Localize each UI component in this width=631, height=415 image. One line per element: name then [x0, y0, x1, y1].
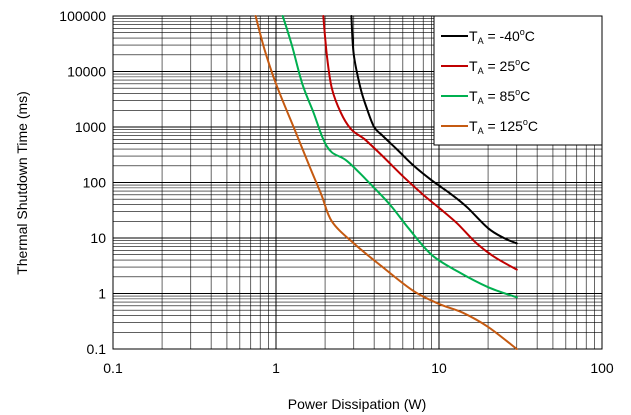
x-tick-label: 10 [431, 360, 447, 376]
series-line-1 [322, 15, 518, 271]
y-tick-label: 10 [90, 230, 106, 246]
series-layer [254, 15, 518, 350]
y-tick-label: 1000 [75, 119, 106, 135]
legend-label-1: TA = 25oC [469, 57, 530, 76]
y-axis-title: Thermal Shutdown Time (ms) [14, 91, 30, 275]
y-tick-label: 10000 [67, 64, 106, 80]
y-tick-label: 100 [83, 175, 107, 191]
legend: TA = -40oC TA = 25oC TA = 85oC TA = 125oC [433, 15, 603, 146]
x-tick-labels: 0.1 1 10 100 [103, 360, 614, 376]
x-tick-label: 1 [272, 360, 280, 376]
y-tick-labels: 0.1 1 10 100 1000 10000 100000 [59, 8, 106, 357]
y-tick-label: 100000 [59, 8, 106, 24]
x-axis-title: Power Dissipation (W) [288, 396, 426, 412]
legend-label-2: TA = 85oC [469, 87, 530, 106]
y-tick-label: 0.1 [87, 341, 107, 357]
x-tick-label: 100 [590, 360, 614, 376]
series-line-0 [350, 15, 518, 245]
plot-frame [112, 15, 603, 350]
x-tick-label: 0.1 [103, 360, 123, 376]
series-line-2 [281, 15, 518, 299]
legend-label-0: TA = -40oC [469, 27, 535, 46]
legend-box [433, 15, 603, 146]
y-tick-label: 1 [98, 286, 106, 302]
series-line-3 [254, 15, 518, 350]
legend-label-3: TA = 125oC [469, 117, 538, 136]
